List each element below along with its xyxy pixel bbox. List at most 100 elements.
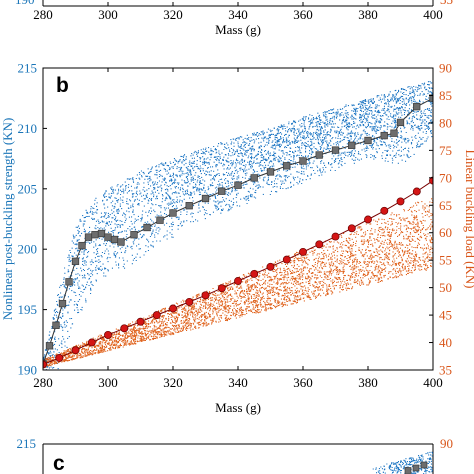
nonlinear-optimal-point [130, 231, 138, 239]
linear-optimal-point [234, 277, 242, 285]
linear-optimal-point [136, 317, 145, 326]
nonlinear-optimal-point [52, 321, 60, 329]
x-tick-label: 380 [358, 375, 378, 390]
plot-frame [42, 67, 434, 371]
nonlinear-optimal-point [413, 103, 421, 111]
nonlinear-optimal-point [390, 129, 398, 137]
left-y-axis-ticks: 190 195 200 205 210 215 [18, 61, 47, 378]
bottom-strip-left-tick: 215 [17, 436, 37, 451]
linear-optimal-point [185, 297, 194, 306]
plot-clip-group [43, 79, 433, 370]
x-axis-ticks: 280 300 320 340 360 380 400 [33, 68, 443, 390]
nonlinear-optimal-point [110, 235, 119, 244]
left-y-tick-label: 205 [18, 181, 38, 196]
nonlinear-optimal-point [45, 342, 54, 350]
nonlinear-optimal-point [380, 131, 388, 140]
linear-optimal-point [331, 232, 340, 241]
right-y-tick-label: 90 [439, 61, 452, 76]
linear-optimal-point [201, 291, 210, 300]
nonlinear-sample-cloud [43, 79, 433, 370]
bottom-strip-marker [404, 467, 412, 474]
bottom-strip: 215 90 c [17, 436, 453, 474]
right-y-axis-ticks: 35 40 45 50 55 60 65 70 75 80 85 90 [429, 61, 452, 378]
nonlinear-optimal-point [65, 278, 73, 286]
bottom-strip-right-tick: 90 [440, 436, 453, 451]
nonlinear-optimal-point [396, 118, 405, 127]
bottom-strip-marker [420, 461, 428, 469]
linear-optimal-point [315, 240, 324, 249]
linear-optimal-point [380, 206, 389, 215]
right-y-tick-label: 50 [439, 280, 452, 295]
right-y-tick-label: 75 [439, 143, 452, 158]
linear-optimal-point [169, 304, 177, 313]
nonlinear-optimal-line [43, 97, 433, 365]
nonlinear-optimal-point [218, 187, 226, 195]
top-strip-x-tick-label: 340 [228, 7, 248, 22]
top-strip-x-tick-label: 380 [358, 7, 378, 22]
top-strip-left-tick: 190 [15, 0, 35, 7]
right-y-tick-label: 55 [439, 253, 452, 268]
nonlinear-optimal-point [58, 299, 67, 308]
top-strip-x-tick-label: 400 [423, 7, 443, 22]
nonlinear-optimal-point [234, 181, 242, 189]
linear-optimal-point [364, 215, 372, 224]
nonlinear-optimal-series [43, 94, 433, 368]
right-y-tick-label: 85 [439, 88, 452, 103]
nonlinear-optimal-point [97, 229, 106, 238]
linear-optimal-point [217, 284, 226, 293]
x-tick-label: 360 [293, 375, 313, 390]
nonlinear-optimal-point [283, 162, 291, 170]
right-y-axis-label: Linear buckling load (KN) [463, 150, 474, 289]
bottom-strip-cloud [372, 451, 434, 474]
x-axis-label: Mass (g) [215, 400, 261, 415]
nonlinear-optimal-point [71, 257, 80, 265]
left-y-tick-label: 190 [18, 363, 38, 378]
linear-optimal-point [282, 255, 291, 264]
left-y-tick-label: 215 [18, 61, 38, 76]
nonlinear-optimal-point [84, 233, 93, 241]
linear-optimal-point [55, 353, 64, 362]
left-y-tick-label: 210 [18, 121, 38, 136]
linear-optimal-point [250, 269, 259, 278]
x-tick-label: 300 [98, 375, 118, 390]
top-strip-x-tick-label: 300 [98, 7, 118, 22]
nonlinear-optimal-point [315, 151, 323, 159]
bottom-strip-marker [412, 464, 420, 472]
nonlinear-optimal-point [169, 209, 177, 217]
right-y-tick-label: 65 [439, 198, 452, 213]
top-strip-x-tick-label: 280 [33, 7, 53, 22]
x-tick-label: 400 [423, 375, 443, 390]
nonlinear-optimal-point [348, 141, 356, 149]
linear-optimal-series [43, 176, 433, 369]
nonlinear-optimal-point [156, 216, 164, 224]
nonlinear-optimal-point [331, 146, 340, 154]
nonlinear-optimal-point [299, 157, 307, 165]
linear-optimal-point [266, 262, 275, 271]
linear-optimal-point [87, 338, 96, 347]
right-y-tick-label: 45 [439, 308, 452, 323]
right-y-tick-label: 60 [439, 225, 452, 240]
top-strip-x-axis-label: Mass (g) [215, 22, 261, 37]
panel-letter-b: b [56, 74, 69, 97]
x-tick-label: 280 [33, 375, 53, 390]
nonlinear-optimal-point [78, 241, 86, 250]
top-strip-x-ticks: 280 300 320 340 360 380 400 [33, 2, 443, 22]
nonlinear-optimal-point [201, 194, 210, 203]
right-y-tick-label: 35 [439, 363, 452, 378]
left-y-tick-label: 200 [18, 242, 38, 257]
linear-optimal-point [299, 247, 307, 256]
plot-area [43, 79, 433, 370]
top-strip-x-tick-label: 360 [293, 7, 313, 22]
right-y-tick-label: 80 [439, 115, 452, 130]
nonlinear-optimal-point [117, 238, 125, 246]
linear-optimal-point [152, 311, 161, 320]
x-tick-label: 340 [228, 375, 248, 390]
right-y-tick-label: 70 [439, 170, 452, 185]
top-strip-right-tick: 35 [440, 0, 453, 7]
linear-optimal-point [347, 224, 356, 233]
bottom-strip-scatter [372, 451, 434, 474]
left-y-tick-label: 195 [18, 302, 38, 317]
linear-optimal-point [396, 197, 405, 206]
left-y-axis-label: Nonlinear post-buckling strength (KN) [0, 118, 15, 321]
